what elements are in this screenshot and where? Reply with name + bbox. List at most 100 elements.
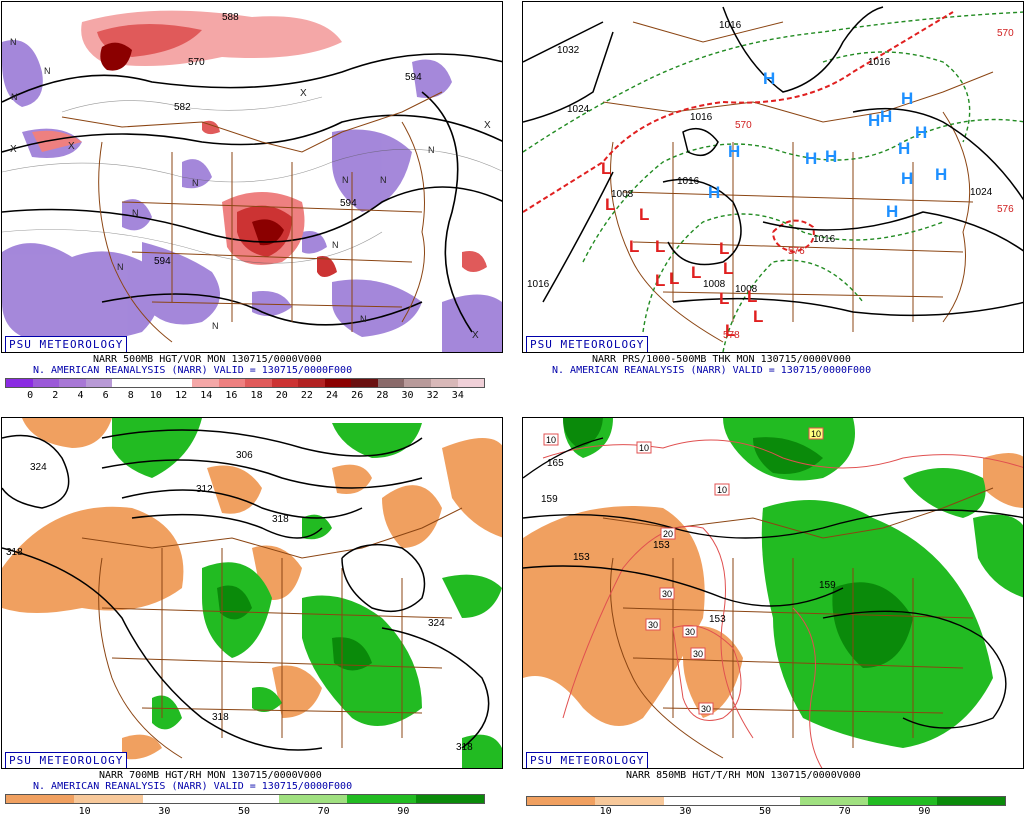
colorbar-swatch: [85, 379, 113, 387]
low-pressure-marker: L: [669, 269, 679, 288]
n-marker: N: [332, 240, 339, 250]
thickness-label: 570: [735, 120, 752, 131]
rh850-colorbar-labels: 10 30 50 70 90: [526, 806, 1004, 818]
low-pressure-marker: L: [605, 195, 615, 214]
colorbar-swatch: [138, 379, 166, 387]
temp-label: 10: [714, 483, 730, 496]
high-pressure-marker: H: [728, 142, 740, 161]
high-pressure-marker: H: [880, 107, 892, 126]
rh700-colorbar-labels: 10 30 50 70 90: [5, 806, 483, 818]
isobar-label: 1008: [703, 279, 726, 290]
thickness-label: 570: [997, 28, 1014, 39]
isobar-label: 1032: [557, 45, 580, 56]
isobar-label: 1016: [690, 112, 713, 123]
low-pressure-marker: L: [655, 237, 665, 256]
colorbar-swatch: [279, 795, 348, 803]
height-label: 153: [709, 614, 726, 625]
height-label: 318: [272, 514, 289, 525]
contour-label: 594: [340, 198, 357, 209]
low-pressure-marker: L: [719, 239, 729, 258]
colorbar-swatch: [404, 379, 431, 387]
height-label: 318: [456, 742, 473, 753]
thickness-label: 576: [997, 204, 1014, 215]
svg-text:10: 10: [546, 435, 556, 445]
svg-text:30: 30: [693, 649, 703, 659]
rh700-colorbar: [5, 794, 485, 804]
panel-pressure-thickness: 1016 1032 1024 1016 1016 1016 1024 1016 …: [522, 1, 1024, 403]
height-label: 159: [819, 580, 836, 591]
temp-label: 20: [660, 527, 676, 540]
panel-title-line: NARR 700MB HGT/RH MON 130715/0000V000: [99, 770, 322, 781]
colorbar-label: 16: [225, 390, 238, 401]
psu-meteorology-badge: PSU METEOROLOGY: [526, 336, 649, 352]
high-pressure-marker: H: [825, 147, 837, 166]
map-500mb-vorticity: X X X X X N N N N N N N N N N N N: [1, 1, 503, 353]
contour-label: 582: [174, 102, 191, 113]
panel-500mb-vorticity: X X X X X N N N N N N N N N N N N: [1, 1, 503, 403]
thickness-label: 576: [788, 246, 805, 257]
colorbar-label: 32: [426, 390, 439, 401]
n-marker: N: [117, 262, 124, 272]
isobar-label: 1016: [677, 176, 700, 187]
high-pressure-marker: H: [763, 69, 775, 88]
panel-valid-line: N. AMERICAN REANALYSIS (NARR) VALID = 13…: [552, 365, 872, 376]
psu-meteorology-badge: PSU METEOROLOGY: [5, 336, 128, 352]
svg-text:20: 20: [663, 529, 673, 539]
colorbar-label: 20: [275, 390, 288, 401]
x-marker: X: [300, 88, 307, 99]
colorbar-swatch: [142, 795, 211, 803]
colorbar-swatch: [457, 379, 485, 387]
n-marker: N: [360, 314, 367, 324]
svg-text:30: 30: [648, 620, 658, 630]
x-marker: X: [10, 144, 17, 155]
colorbar-swatch: [431, 379, 458, 387]
height-label: 306: [236, 450, 253, 461]
high-pressure-marker: H: [901, 169, 913, 188]
svg-text:10: 10: [639, 443, 649, 453]
temp-label: 30: [690, 647, 706, 660]
colorbar-label: 50: [758, 806, 772, 817]
contour-label: 594: [154, 256, 171, 267]
colorbar-swatch: [245, 379, 272, 387]
colorbar-swatch: [595, 797, 664, 805]
isobar-label: 1024: [970, 187, 993, 198]
colorbar-swatch: [527, 797, 596, 805]
x-marker: X: [68, 141, 75, 152]
map-pressure-thickness: 1016 1032 1024 1016 1016 1016 1024 1016 …: [522, 1, 1024, 353]
low-pressure-marker: L: [601, 159, 611, 178]
isobar-label: 1016: [719, 20, 742, 31]
height-label: 159: [541, 494, 558, 505]
vorticity-colorbar-labels: 0 2 4 6 8 10 12 14 16 18 20 22 24 26 28 30 32 34: [5, 390, 483, 402]
high-pressure-marker: H: [868, 111, 880, 130]
colorbar-swatch: [731, 797, 801, 805]
height-label: 312: [196, 484, 213, 495]
colorbar-swatch: [74, 795, 143, 803]
low-pressure-marker: L: [753, 307, 763, 326]
high-pressure-marker: H: [901, 89, 913, 108]
temp-label: 10: [543, 433, 559, 446]
isobar-label: 1016: [527, 279, 550, 290]
n-marker: N: [11, 92, 18, 102]
panel-700mb-rh: 324 306 312 318 318 324 318 318 PSU METE…: [1, 417, 503, 819]
high-pressure-marker: H: [915, 123, 927, 142]
isobar-label: 1008: [611, 189, 634, 200]
temp-label: 30: [645, 618, 661, 631]
height-label: 324: [428, 618, 445, 629]
n-marker: N: [10, 37, 17, 47]
colorbar-label: 30: [158, 806, 171, 817]
height-label: 324: [30, 462, 47, 473]
colorbar-label: 8: [127, 390, 134, 401]
colorbar-swatch: [936, 797, 1005, 805]
colorbar-swatch: [112, 379, 139, 387]
colorbar-swatch: [32, 379, 60, 387]
contour-label: 570: [188, 57, 205, 68]
temp-label: 10: [808, 427, 824, 440]
svg-text:10: 10: [717, 485, 727, 495]
n-marker: N: [132, 208, 139, 218]
map-700mb-rh: 324 306 312 318 318 324 318 318 PSU METE…: [1, 417, 503, 769]
colorbar-swatch: [347, 795, 416, 803]
colorbar-swatch: [271, 379, 299, 387]
colorbar-swatch: [6, 795, 75, 803]
colorbar-label: 12: [175, 390, 188, 401]
colorbar-label: 6: [102, 390, 109, 401]
